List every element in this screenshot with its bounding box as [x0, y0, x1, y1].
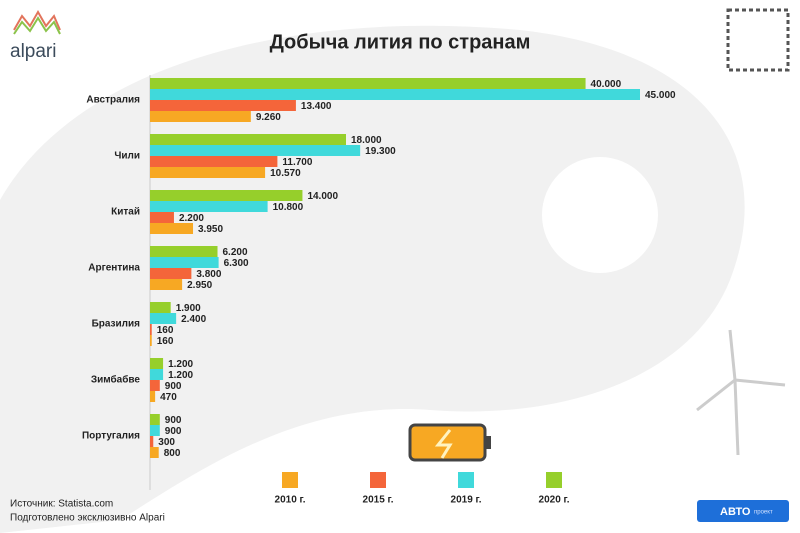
- value-label: 1.200: [168, 359, 193, 370]
- value-label: 6.200: [223, 247, 248, 258]
- badge: [697, 500, 789, 522]
- bar: [150, 414, 160, 425]
- bar: [150, 313, 177, 324]
- value-label: 900: [165, 426, 182, 437]
- category-label: Бразилия: [92, 319, 141, 330]
- value-label: 1.200: [168, 370, 193, 381]
- bar: [150, 447, 159, 458]
- category-label: Чили: [114, 151, 140, 162]
- value-label: 2.200: [179, 213, 204, 224]
- bar: [150, 156, 278, 167]
- source: Источник: Statista.com: [10, 499, 113, 510]
- value-label: 3.800: [196, 269, 221, 280]
- value-label: 9.260: [256, 112, 281, 123]
- category-label: Китай: [111, 207, 140, 218]
- value-label: 14.000: [307, 191, 338, 202]
- bar: [150, 302, 171, 313]
- bar: [150, 380, 160, 391]
- bar: [150, 145, 361, 156]
- bar: [150, 167, 266, 178]
- legend-swatch: [546, 472, 562, 488]
- battery: [408, 423, 491, 462]
- value-label: 10.800: [273, 202, 304, 213]
- bar: [150, 425, 160, 436]
- logo: [13, 9, 61, 35]
- chart-title: Добыча лития по странам: [270, 31, 531, 53]
- bar: [150, 100, 296, 111]
- bar: [150, 436, 154, 447]
- bar: [150, 89, 640, 100]
- bar: [150, 335, 152, 346]
- value-label: 10.570: [270, 168, 301, 179]
- bar: [150, 223, 194, 234]
- category-label: Португалия: [82, 431, 140, 442]
- bar: [150, 111, 251, 122]
- brand: alpari: [10, 41, 56, 62]
- bar: [150, 358, 164, 369]
- category-label: Аргентина: [88, 263, 140, 274]
- value-label: 160: [157, 325, 174, 336]
- legend-label: 2010 г.: [275, 495, 306, 506]
- category-label: Зимбабве: [91, 374, 141, 386]
- value-label: 160: [157, 336, 174, 347]
- value-label: 13.400: [301, 101, 332, 112]
- legend-swatch: [282, 472, 298, 488]
- value-label: 800: [164, 448, 181, 459]
- legend-label: 2020 г.: [539, 495, 570, 506]
- value-label: 40.000: [591, 79, 622, 90]
- bar: [150, 369, 164, 380]
- bar: [150, 190, 303, 201]
- value-label: 300: [158, 437, 175, 448]
- legend-swatch: [370, 472, 386, 488]
- bar: [150, 212, 174, 223]
- category-label: Австралия: [86, 95, 140, 106]
- value-label: 11.700: [282, 157, 312, 168]
- value-label: 6.300: [224, 258, 249, 269]
- value-label: 900: [165, 415, 182, 426]
- value-label: 19.300: [365, 146, 396, 157]
- legend-label: 2015 г.: [363, 495, 394, 506]
- bar: [150, 268, 192, 279]
- value-label: 2.400: [181, 314, 206, 325]
- bar: [150, 201, 268, 212]
- value-label: 3.950: [198, 224, 223, 235]
- value-label: 900: [165, 381, 182, 392]
- qr-code: [726, 8, 790, 72]
- bar: [150, 324, 152, 335]
- legend-label: 2019 г.: [451, 495, 482, 506]
- value-label: 1.900: [176, 303, 201, 314]
- value-label: 45.000: [645, 90, 676, 101]
- badge-text: АВТО: [720, 506, 751, 518]
- bar: [150, 391, 156, 402]
- legend-swatch: [458, 472, 474, 488]
- badge-note: проект: [754, 510, 773, 516]
- value-label: 470: [160, 392, 177, 403]
- wind-turbine: [696, 329, 786, 456]
- bar: [150, 246, 218, 257]
- bar: [150, 257, 219, 268]
- bar: [150, 279, 183, 290]
- bar: [150, 134, 346, 145]
- credit: Подготовлено эксклюзивно Alpari: [10, 513, 165, 524]
- value-label: 18.000: [351, 135, 382, 146]
- background-hole: [542, 157, 658, 273]
- value-label: 2.950: [187, 280, 212, 291]
- bar: [150, 78, 586, 89]
